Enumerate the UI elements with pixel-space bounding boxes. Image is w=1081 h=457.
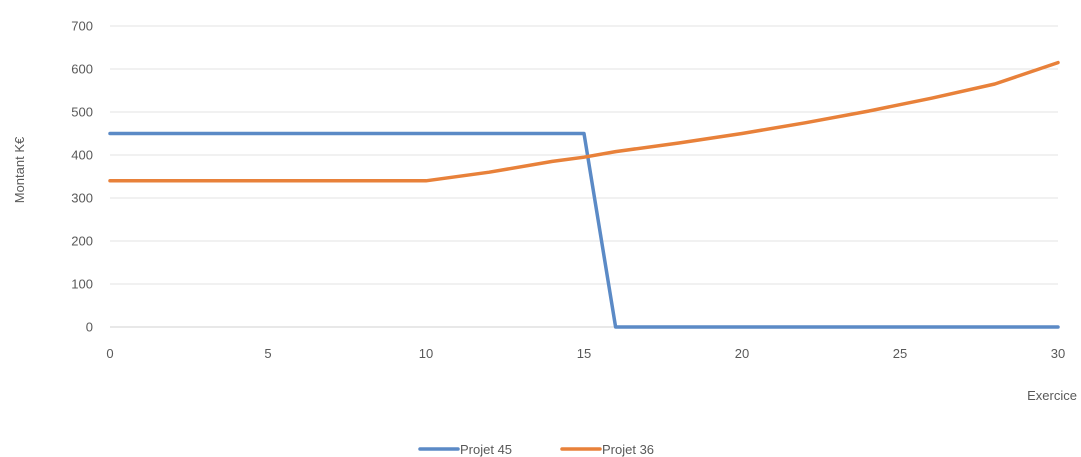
y-tick-label-100: 100 — [71, 277, 93, 292]
y-tick-label-600: 600 — [71, 62, 93, 77]
legend: Projet 45 Projet 36 — [418, 442, 654, 457]
y-tick-label-300: 300 — [71, 191, 93, 206]
y-tick-label-400: 400 — [71, 148, 93, 163]
x-tick-label-10: 10 — [419, 346, 433, 361]
legend-label-projet-45: Projet 45 — [460, 442, 512, 457]
y-tick-label-200: 200 — [71, 234, 93, 249]
y-tick-label-0: 0 — [86, 320, 93, 335]
x-axis-title: Exercice — [1027, 388, 1077, 403]
x-tick-label-15: 15 — [577, 346, 591, 361]
y-tick-label-700: 700 — [71, 19, 93, 34]
x-tick-label-25: 25 — [893, 346, 907, 361]
x-tick-label-0: 0 — [106, 346, 113, 361]
x-tick-label-30: 30 — [1051, 346, 1065, 361]
legend-item-projet-36: Projet 36 — [560, 442, 654, 457]
y-tick-label-500: 500 — [71, 105, 93, 120]
y-axis-tick-labels: 0 100 200 300 400 500 600 700 — [71, 19, 93, 335]
y-axis-title: Montant K€ — [12, 136, 27, 203]
x-axis-tick-labels: 0 5 10 15 20 25 30 — [106, 346, 1065, 361]
legend-label-projet-36: Projet 36 — [602, 442, 654, 457]
series-line-projet-45 — [108, 131, 1060, 329]
series-line-projet-36 — [108, 60, 1060, 183]
legend-item-projet-45: Projet 45 — [418, 442, 512, 457]
x-tick-label-20: 20 — [735, 346, 749, 361]
x-tick-label-5: 5 — [264, 346, 271, 361]
series-lines — [108, 60, 1060, 329]
gridlines — [110, 25, 1058, 328]
